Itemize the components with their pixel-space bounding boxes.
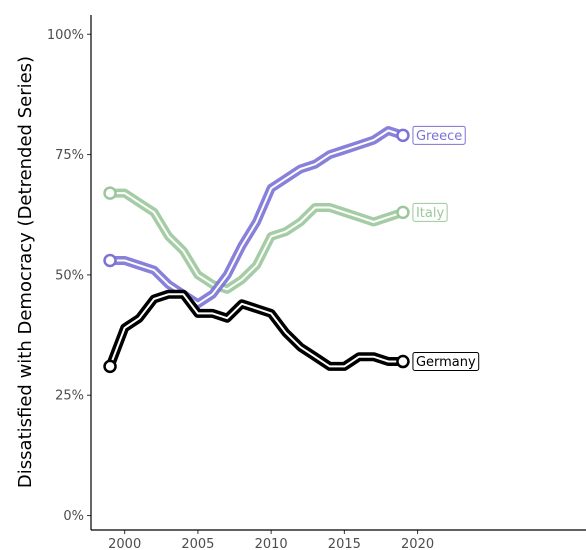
y-tick-label: 0% [63, 509, 84, 524]
series-line-highlight-germany [109, 293, 404, 368]
series-labels: Italy Greece Germany [412, 125, 480, 372]
series-label-text: Italy [416, 206, 445, 221]
series-start-point-germany [103, 359, 117, 374]
series-label-greece: Greece [412, 125, 466, 145]
y-tick-label: 100% [47, 28, 84, 43]
y-axis-title: Dissatisfied with Democracy (Detrended S… [15, 56, 36, 488]
series-label-box [412, 202, 448, 222]
series-end-point-germany [396, 354, 410, 369]
series-start-point-greece [103, 253, 117, 268]
series-label-italy: Italy [412, 202, 448, 222]
y-tick-label: 75% [55, 148, 84, 163]
series-label-germany: Germany [412, 352, 480, 372]
y-tick-label: 25% [55, 389, 84, 404]
series-line-germany [105, 289, 408, 371]
series-layer [103, 126, 410, 374]
x-tick-label: 2005 [181, 537, 214, 550]
y-tick-label: 50% [55, 268, 84, 283]
x-tick-label: 2020 [401, 537, 434, 550]
series-label-box [412, 352, 480, 372]
series-italy [103, 186, 410, 294]
series-end-point-greece [396, 128, 410, 143]
x-axis-ticks: 2000 2005 2010 2015 2020 [108, 530, 434, 550]
series-end-point-italy [396, 205, 410, 220]
x-tick-label: 2015 [328, 537, 361, 550]
series-germany [103, 289, 410, 374]
series-label-text: Greece [416, 129, 462, 144]
x-tick-label: 2000 [108, 537, 141, 550]
series-label-text: Germany [416, 355, 476, 370]
series-label-box [412, 125, 466, 145]
series-line-highlight-greece [109, 129, 404, 305]
y-axis-ticks: 0% 25% 50% 75% 100% [47, 28, 91, 524]
x-tick-label: 2010 [255, 537, 288, 550]
series-greece [103, 126, 410, 309]
series-start-point-italy [103, 186, 117, 200]
series-line-highlight-italy [109, 192, 404, 291]
